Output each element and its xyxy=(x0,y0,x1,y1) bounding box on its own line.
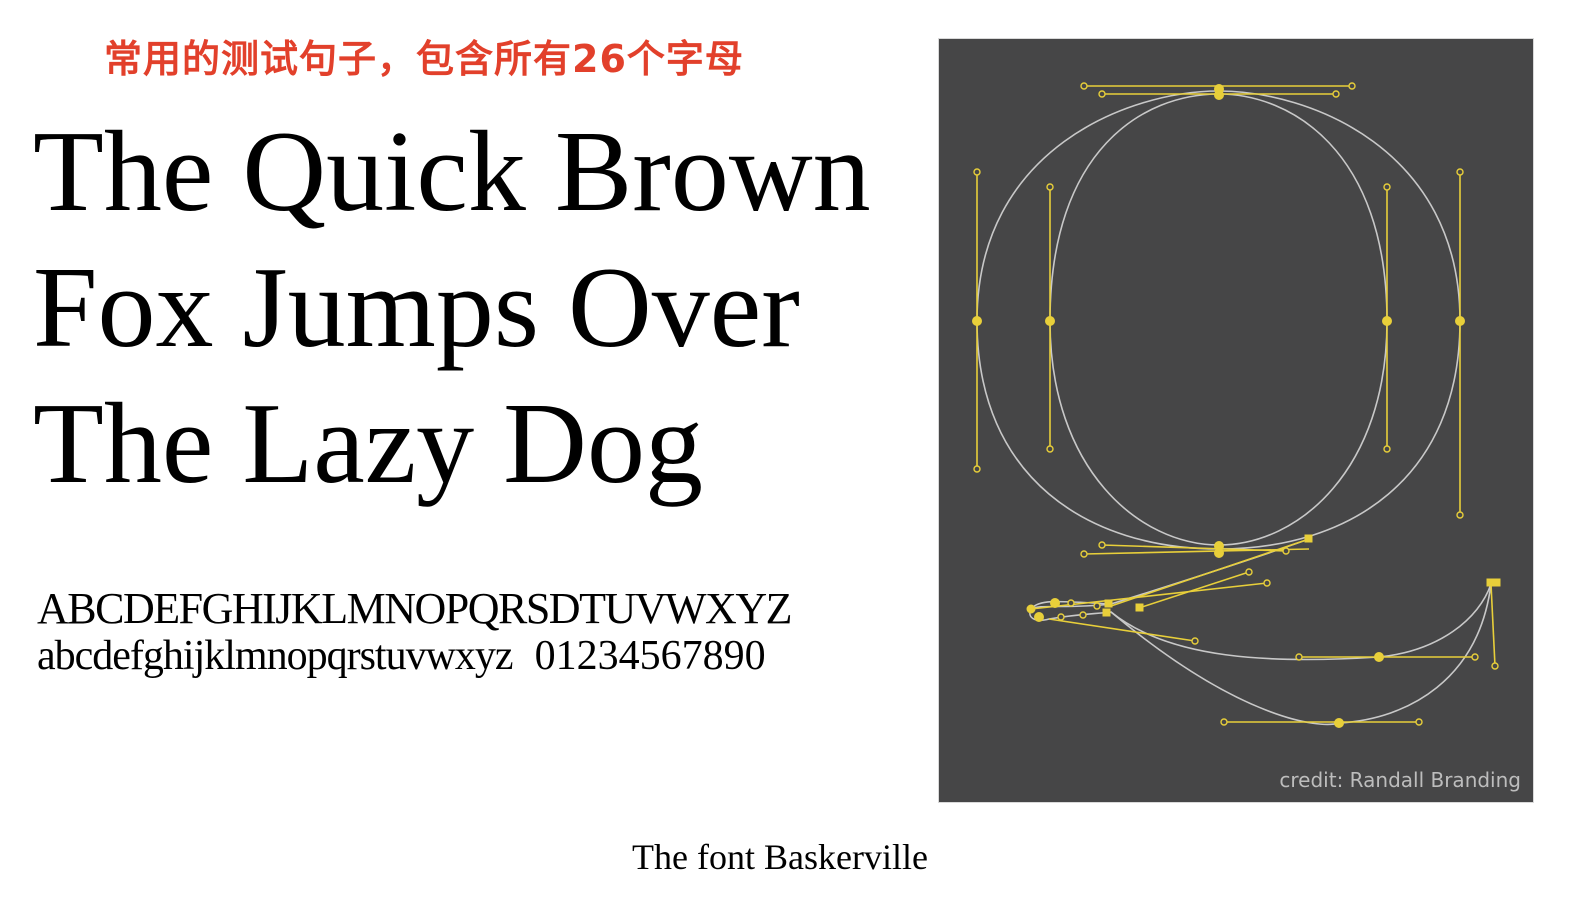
chinese-caption: 常用的测试句子，包含所有26个字母 xyxy=(104,37,744,81)
pangram-line-1: The Quick Brown xyxy=(33,108,871,236)
image-credit: credit: Randall Branding xyxy=(1279,768,1521,792)
letter-g-bezier-illustration xyxy=(972,82,1501,728)
bezier-handles xyxy=(976,85,1496,723)
handle-points xyxy=(972,84,1501,728)
glyph-outline xyxy=(976,90,1492,726)
alphabet-sample: ABCDEFGHIJKLMNOPQRSDTUVWXYZ abcdefghijkl… xyxy=(37,584,792,680)
digits-sample: 01234567890 xyxy=(534,633,766,679)
lowercase-alphabet: abcdefghijklmnopqrstuvwxyz xyxy=(37,633,514,679)
pangram-sample: The Quick Brown Fox Jumps Over The Lazy … xyxy=(33,104,913,512)
lowercase-row: abcdefghijklmnopqrstuvwxyz 01234567890 xyxy=(37,633,791,679)
glyph-outline-panel: credit: Randall Branding xyxy=(939,39,1533,802)
handle-endpoints xyxy=(973,82,1499,726)
font-name-caption: The font Baskerville xyxy=(632,837,928,877)
pangram-line-2: Fox Jumps Over xyxy=(33,244,800,372)
pangram-line-3: The Lazy Dog xyxy=(33,380,703,508)
uppercase-alphabet: ABCDEFGHIJKLMNOPQRSDTUVWXYZ xyxy=(37,584,792,633)
